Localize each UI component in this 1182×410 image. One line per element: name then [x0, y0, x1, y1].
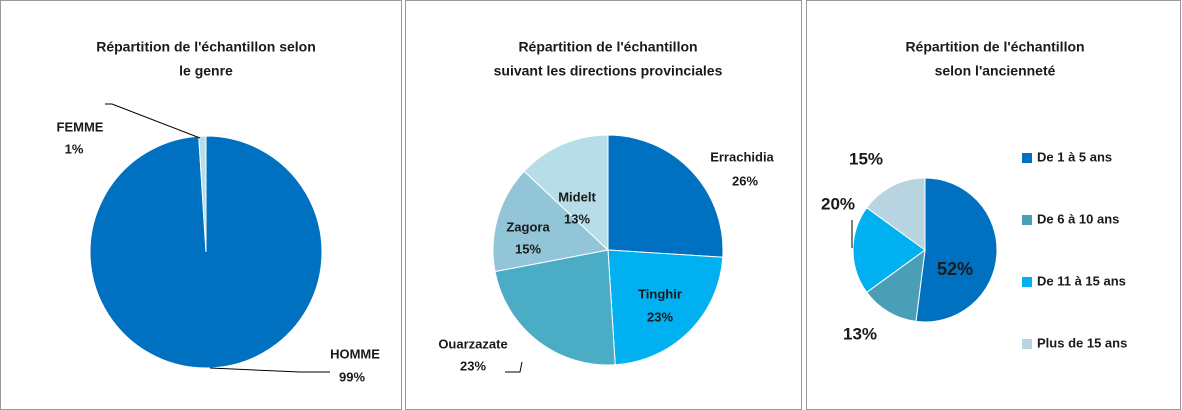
- slice-label: Tinghir: [638, 286, 682, 301]
- chart-title: le genre: [179, 63, 233, 79]
- pie-slice: [492, 170, 610, 273]
- pie-slice: [198, 135, 207, 253]
- legend-label: De 11 à 15 ans: [1037, 273, 1126, 288]
- value-label: 23%: [460, 358, 486, 373]
- leader-line: [209, 367, 330, 373]
- chart-title: selon l'ancienneté: [935, 63, 1056, 79]
- legend-swatch: [1022, 339, 1032, 349]
- value-label: 1%: [65, 141, 84, 156]
- slice-label: Errachidia: [710, 149, 774, 164]
- slice-label: FEMME: [57, 119, 104, 134]
- value-label: 26%: [732, 173, 758, 188]
- legend-label: De 1 à 5 ans: [1037, 149, 1112, 164]
- legend-label: De 6 à 10 ans: [1037, 211, 1119, 226]
- legend-label: Plus de 15 ans: [1037, 335, 1127, 350]
- value-label: 13%: [564, 211, 590, 226]
- leader-line: [505, 361, 523, 373]
- value-label: 13%: [843, 324, 877, 343]
- pie-slice: [607, 134, 724, 258]
- value-label: 15%: [515, 241, 541, 256]
- pie-slice: [866, 177, 926, 251]
- value-label: 15%: [849, 149, 883, 168]
- chart-title: Répartition de l'échantillon: [905, 39, 1084, 55]
- legend-swatch: [1022, 153, 1032, 163]
- value-label: 20%: [821, 194, 855, 213]
- pie-slice: [852, 206, 926, 294]
- pie-slice: [866, 248, 926, 322]
- chart-title: Répartition de l'échantillon: [518, 39, 697, 55]
- slice-label: Ouarzazate: [438, 336, 507, 351]
- slice-label: Midelt: [558, 189, 596, 204]
- slice-label: Zagora: [506, 219, 550, 234]
- pie-slice: [915, 177, 998, 323]
- legend-swatch: [1022, 215, 1032, 225]
- chart-title: Répartition de l'échantillon selon: [96, 39, 316, 55]
- chart-title: suivant les directions provinciales: [494, 63, 723, 79]
- slice-label: HOMME: [330, 346, 380, 361]
- leader-line: [105, 103, 201, 139]
- pie-slice: [523, 134, 609, 252]
- value-label: 99%: [339, 369, 365, 384]
- pie-slice: [607, 249, 724, 366]
- pie-slice: [494, 249, 616, 366]
- value-label: 52%: [937, 259, 973, 279]
- value-label: 23%: [647, 309, 673, 324]
- legend-swatch: [1022, 277, 1032, 287]
